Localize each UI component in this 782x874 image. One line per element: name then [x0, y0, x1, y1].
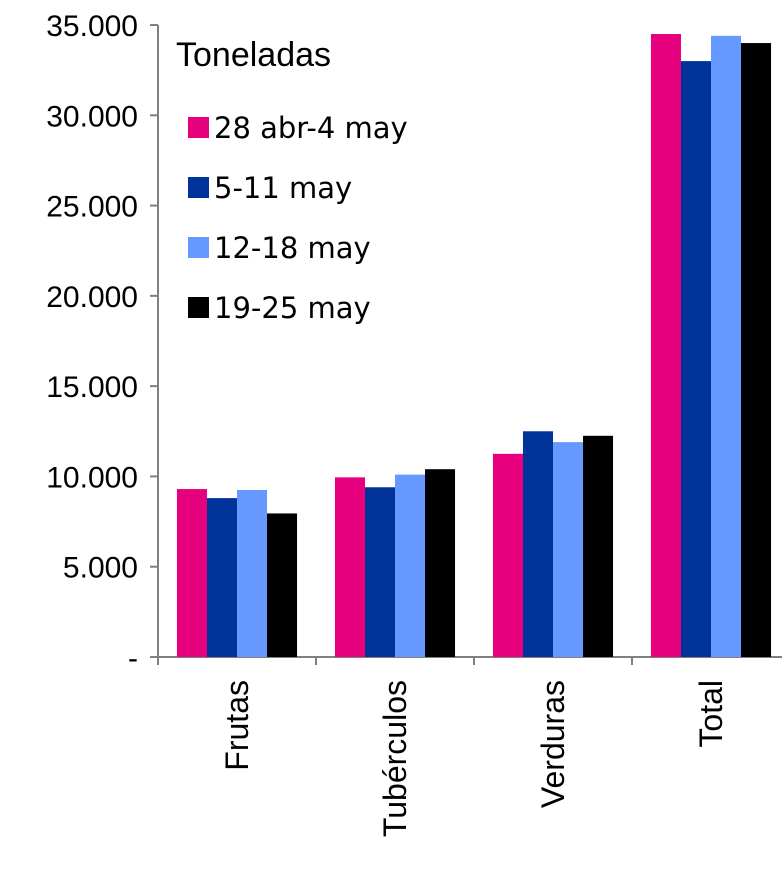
legend: Toneladas 28 abr-4 may 5-11 may 12-18 may 1… [176, 36, 408, 325]
legend-label: 5-11 may [214, 171, 352, 205]
legend-label: 12-18 may [214, 231, 371, 265]
category-label: Verduras [535, 680, 571, 808]
legend-swatch [188, 117, 209, 138]
bar [583, 435, 614, 657]
bar [334, 477, 365, 657]
bar [364, 487, 395, 657]
x-ticks [157, 657, 633, 665]
y-tick-label: 5.000 [63, 552, 138, 585]
y-tick-label: 15.000 [46, 371, 138, 404]
y-tick-label: 30.000 [46, 100, 138, 133]
legend-title: Toneladas [176, 36, 331, 74]
bar [492, 453, 523, 657]
legend-swatch [188, 297, 209, 318]
category-label: Frutas [219, 680, 255, 771]
legend-swatch [188, 177, 209, 198]
bar [267, 513, 298, 657]
bar [650, 34, 681, 658]
bar [176, 489, 207, 657]
bar [741, 43, 772, 658]
y-tick-label: 25.000 [46, 191, 138, 224]
y-tick-label: 35.000 [46, 10, 138, 43]
category-labels: Frutas Tubérculos Verduras Total [219, 680, 729, 837]
bar [680, 61, 711, 658]
y-tick-label: 20.000 [46, 281, 138, 314]
legend-swatch [188, 237, 209, 258]
bar [553, 442, 584, 657]
bar [711, 35, 742, 657]
y-tick-label: - [128, 642, 138, 675]
bar [425, 469, 456, 657]
legend-label: 28 abr-4 may [214, 111, 408, 145]
category-label: Tubérculos [377, 680, 413, 837]
y-tick-label: 10.000 [46, 461, 138, 494]
bars [176, 34, 772, 658]
bar [237, 489, 268, 657]
bar [206, 498, 237, 657]
category-label: Total [693, 680, 729, 748]
bar [395, 474, 426, 657]
y-ticks: - 5.000 10.000 15.000 20.000 25.000 30.000 35.0… [46, 10, 158, 675]
bar [522, 431, 553, 657]
legend-label: 19-25 may [214, 291, 371, 325]
